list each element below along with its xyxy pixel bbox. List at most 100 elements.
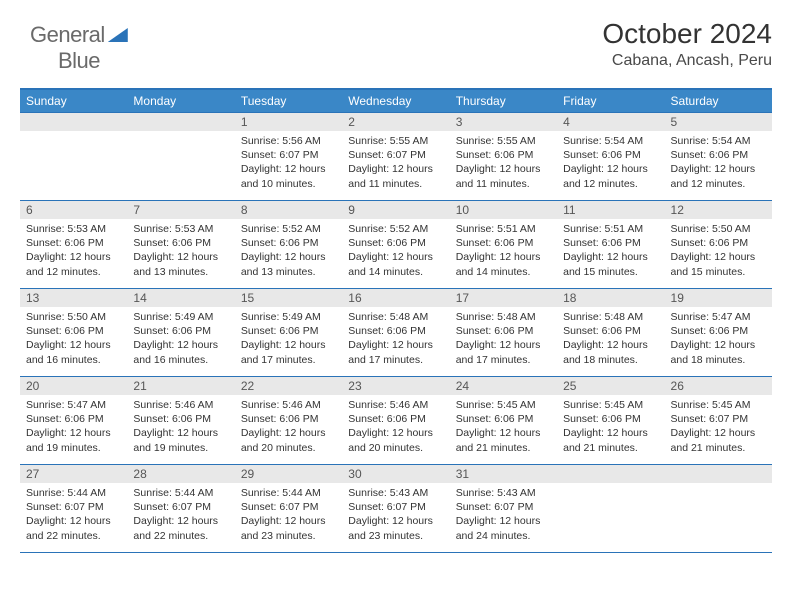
day-content: Sunrise: 5:52 AMSunset: 6:06 PMDaylight:…: [235, 219, 342, 283]
sunset-line: Sunset: 6:06 PM: [563, 324, 658, 338]
daylight-line: Daylight: 12 hours and 22 minutes.: [26, 514, 121, 542]
sunrise-line: Sunrise: 5:45 AM: [671, 398, 766, 412]
day-number: 20: [20, 377, 127, 395]
sunset-line: Sunset: 6:06 PM: [133, 324, 228, 338]
logo-text: General Blue: [30, 22, 128, 74]
day-number: 8: [235, 201, 342, 219]
day-number: 29: [235, 465, 342, 483]
sunrise-line: Sunrise: 5:49 AM: [241, 310, 336, 324]
sunset-line: Sunset: 6:06 PM: [241, 236, 336, 250]
sunset-line: Sunset: 6:06 PM: [348, 236, 443, 250]
sunrise-line: Sunrise: 5:50 AM: [671, 222, 766, 236]
calendar-cell: 20Sunrise: 5:47 AMSunset: 6:06 PMDayligh…: [20, 377, 127, 465]
sunset-line: Sunset: 6:06 PM: [26, 236, 121, 250]
sunrise-line: Sunrise: 5:55 AM: [348, 134, 443, 148]
day-number: 3: [450, 113, 557, 131]
day-content: Sunrise: 5:53 AMSunset: 6:06 PMDaylight:…: [127, 219, 234, 283]
calendar-row: 20Sunrise: 5:47 AMSunset: 6:06 PMDayligh…: [20, 377, 772, 465]
sunset-line: Sunset: 6:06 PM: [133, 412, 228, 426]
calendar-cell: 9Sunrise: 5:52 AMSunset: 6:06 PMDaylight…: [342, 201, 449, 289]
day-number: 15: [235, 289, 342, 307]
sunset-line: Sunset: 6:06 PM: [563, 412, 658, 426]
sunrise-line: Sunrise: 5:53 AM: [26, 222, 121, 236]
day-content: Sunrise: 5:46 AMSunset: 6:06 PMDaylight:…: [235, 395, 342, 459]
day-number: 9: [342, 201, 449, 219]
day-content: Sunrise: 5:43 AMSunset: 6:07 PMDaylight:…: [450, 483, 557, 547]
daylight-line: Daylight: 12 hours and 17 minutes.: [241, 338, 336, 366]
day-number: 16: [342, 289, 449, 307]
sunset-line: Sunset: 6:06 PM: [563, 236, 658, 250]
sunset-line: Sunset: 6:06 PM: [671, 148, 766, 162]
sunrise-line: Sunrise: 5:48 AM: [348, 310, 443, 324]
day-content: Sunrise: 5:50 AMSunset: 6:06 PMDaylight:…: [20, 307, 127, 371]
calendar-cell: 30Sunrise: 5:43 AMSunset: 6:07 PMDayligh…: [342, 465, 449, 553]
sunset-line: Sunset: 6:07 PM: [348, 500, 443, 514]
weekday-header: Tuesday: [235, 89, 342, 113]
sunrise-line: Sunrise: 5:43 AM: [348, 486, 443, 500]
daylight-line: Daylight: 12 hours and 20 minutes.: [241, 426, 336, 454]
weekday-header: Monday: [127, 89, 234, 113]
sunset-line: Sunset: 6:06 PM: [671, 236, 766, 250]
sunrise-line: Sunrise: 5:54 AM: [563, 134, 658, 148]
day-number: 2: [342, 113, 449, 131]
daylight-line: Daylight: 12 hours and 13 minutes.: [241, 250, 336, 278]
sunset-line: Sunset: 6:06 PM: [671, 324, 766, 338]
day-content: Sunrise: 5:49 AMSunset: 6:06 PMDaylight:…: [127, 307, 234, 371]
daylight-line: Daylight: 12 hours and 21 minutes.: [563, 426, 658, 454]
sunrise-line: Sunrise: 5:46 AM: [241, 398, 336, 412]
day-number-empty: [127, 113, 234, 131]
weekday-header: Wednesday: [342, 89, 449, 113]
day-number: 22: [235, 377, 342, 395]
sunrise-line: Sunrise: 5:43 AM: [456, 486, 551, 500]
weekday-header-row: Sunday Monday Tuesday Wednesday Thursday…: [20, 89, 772, 113]
calendar-body: 1Sunrise: 5:56 AMSunset: 6:07 PMDaylight…: [20, 113, 772, 553]
sunrise-line: Sunrise: 5:48 AM: [563, 310, 658, 324]
weekday-header: Friday: [557, 89, 664, 113]
logo-triangle-icon: [108, 28, 128, 42]
daylight-line: Daylight: 12 hours and 24 minutes.: [456, 514, 551, 542]
daylight-line: Daylight: 12 hours and 19 minutes.: [133, 426, 228, 454]
day-content: Sunrise: 5:55 AMSunset: 6:07 PMDaylight:…: [342, 131, 449, 195]
day-number: 31: [450, 465, 557, 483]
daylight-line: Daylight: 12 hours and 23 minutes.: [348, 514, 443, 542]
day-content: Sunrise: 5:50 AMSunset: 6:06 PMDaylight:…: [665, 219, 772, 283]
calendar-row: 13Sunrise: 5:50 AMSunset: 6:06 PMDayligh…: [20, 289, 772, 377]
day-number-empty: [20, 113, 127, 131]
daylight-line: Daylight: 12 hours and 15 minutes.: [671, 250, 766, 278]
calendar-cell: [665, 465, 772, 553]
title-block: October 2024 Cabana, Ancash, Peru: [602, 18, 772, 70]
day-number: 14: [127, 289, 234, 307]
sunset-line: Sunset: 6:07 PM: [241, 148, 336, 162]
day-content: Sunrise: 5:52 AMSunset: 6:06 PMDaylight:…: [342, 219, 449, 283]
day-content: Sunrise: 5:47 AMSunset: 6:06 PMDaylight:…: [665, 307, 772, 371]
day-content: Sunrise: 5:43 AMSunset: 6:07 PMDaylight:…: [342, 483, 449, 547]
calendar-cell: 2Sunrise: 5:55 AMSunset: 6:07 PMDaylight…: [342, 113, 449, 201]
day-number: 24: [450, 377, 557, 395]
sunrise-line: Sunrise: 5:53 AM: [133, 222, 228, 236]
calendar-table: Sunday Monday Tuesday Wednesday Thursday…: [20, 88, 772, 553]
sunrise-line: Sunrise: 5:54 AM: [671, 134, 766, 148]
daylight-line: Daylight: 12 hours and 14 minutes.: [456, 250, 551, 278]
day-number: 7: [127, 201, 234, 219]
sunset-line: Sunset: 6:06 PM: [241, 412, 336, 426]
day-content: Sunrise: 5:48 AMSunset: 6:06 PMDaylight:…: [557, 307, 664, 371]
day-content: Sunrise: 5:45 AMSunset: 6:07 PMDaylight:…: [665, 395, 772, 459]
sunrise-line: Sunrise: 5:50 AM: [26, 310, 121, 324]
calendar-cell: 1Sunrise: 5:56 AMSunset: 6:07 PMDaylight…: [235, 113, 342, 201]
calendar-row: 6Sunrise: 5:53 AMSunset: 6:06 PMDaylight…: [20, 201, 772, 289]
day-number: 5: [665, 113, 772, 131]
sunrise-line: Sunrise: 5:46 AM: [348, 398, 443, 412]
calendar-cell: 13Sunrise: 5:50 AMSunset: 6:06 PMDayligh…: [20, 289, 127, 377]
daylight-line: Daylight: 12 hours and 22 minutes.: [133, 514, 228, 542]
day-content: Sunrise: 5:45 AMSunset: 6:06 PMDaylight:…: [450, 395, 557, 459]
daylight-line: Daylight: 12 hours and 11 minutes.: [456, 162, 551, 190]
daylight-line: Daylight: 12 hours and 12 minutes.: [563, 162, 658, 190]
sunrise-line: Sunrise: 5:45 AM: [563, 398, 658, 412]
daylight-line: Daylight: 12 hours and 19 minutes.: [26, 426, 121, 454]
day-content: Sunrise: 5:47 AMSunset: 6:06 PMDaylight:…: [20, 395, 127, 459]
location-label: Cabana, Ancash, Peru: [602, 52, 772, 70]
day-number: 13: [20, 289, 127, 307]
day-number: 12: [665, 201, 772, 219]
day-number: 11: [557, 201, 664, 219]
day-content: Sunrise: 5:51 AMSunset: 6:06 PMDaylight:…: [450, 219, 557, 283]
